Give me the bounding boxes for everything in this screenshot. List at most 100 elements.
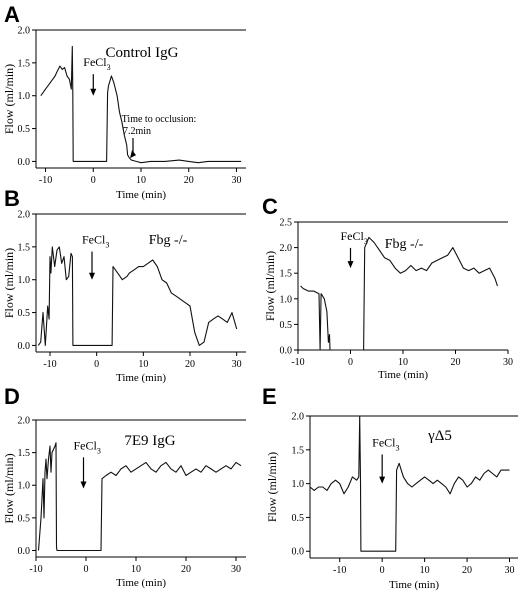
flow-trace: [37, 442, 242, 552]
x-tick-label: -10: [29, 564, 42, 575]
y-tick-label: 2.0: [18, 210, 31, 221]
fecl3-arrow-head: [347, 261, 354, 269]
x-tick-label: 10: [136, 175, 146, 186]
x-tick-label: 10: [398, 357, 408, 368]
x-tick-label: 20: [451, 357, 461, 368]
y-ticks: 0.0 0.5 1.0 1.5 2.0: [292, 412, 310, 558]
panel-title: Control IgG: [106, 45, 179, 61]
flow-trace: [40, 45, 242, 164]
y-axis-label: Flow (ml/min): [2, 64, 16, 134]
fecl3-label: FeCl3: [341, 229, 368, 246]
y-axis-label: Flow (ml/min): [263, 251, 277, 321]
fecl3-arrow-head: [89, 272, 95, 280]
x-axis-label: Time (min): [116, 189, 166, 201]
x-tick-label: 0: [380, 565, 385, 576]
x-tick-label: 30: [231, 175, 241, 186]
x-tick-label: -10: [39, 175, 52, 186]
series: [37, 246, 238, 346]
y-tick-label: 2.5: [280, 218, 293, 229]
annotations: FeCl3: [372, 435, 400, 484]
annotations: FeCl3: [341, 229, 368, 269]
x-tick-label: 0: [84, 564, 89, 575]
panel-a: A Control IgG Flow (ml/min) Time (min) 0…: [2, 2, 246, 201]
y-ticks: 0.0 0.5 1.0 1.5 2.0: [18, 26, 36, 168]
panel-letter: D: [4, 384, 20, 409]
panel-e: E γΔ5 Flow (ml/min) Time (min) 0.0 0.5 1.0…: [262, 384, 518, 591]
y-axis-label: Flow (ml/min): [2, 453, 16, 523]
x-tick-label: 10: [420, 565, 430, 576]
x-tick-label: 30: [503, 357, 513, 368]
y-tick-label: 2.0: [18, 416, 31, 427]
x-tick-label: -10: [291, 357, 304, 368]
y-tick-label: 0.0: [280, 346, 293, 357]
y-tick-label: 1.5: [18, 448, 31, 459]
x-tick-label: 30: [231, 564, 241, 575]
axes: [35, 419, 246, 558]
y-ticks: 0.0 0.5 1.0 1.5 2.0 2.5: [280, 218, 298, 357]
x-tick-label: 30: [232, 359, 242, 370]
x-tick-label: 20: [185, 359, 195, 370]
y-tick-label: 0.5: [292, 513, 305, 524]
y-tick-label: 0.0: [18, 341, 31, 352]
fecl3-arrow-head: [379, 476, 386, 484]
x-ticks: -10 0 10 20 30: [333, 558, 515, 576]
y-tick-label: 1.0: [18, 481, 31, 492]
series: [309, 415, 510, 552]
x-tick-label: 0: [348, 357, 353, 368]
occlusion-label: Time to occlusion:: [122, 114, 197, 125]
y-ticks: 0.0 0.5 1.0 1.5 2.0: [18, 210, 36, 352]
y-tick-label: 1.0: [18, 275, 31, 286]
x-axis-label: Time (min): [116, 577, 166, 589]
y-tick-label: 0.5: [18, 308, 31, 319]
panel-b: B Fbg -/- Flow (ml/min) Time (min) 0.00.…: [2, 186, 246, 384]
annotations: FeCl3: [74, 438, 101, 489]
x-axis-label: Time (min): [378, 369, 428, 381]
x-tick-label: 20: [181, 564, 191, 575]
y-tick-label: 1.5: [18, 242, 31, 253]
y-tick-label: 0.5: [280, 320, 293, 331]
series: [300, 236, 499, 351]
panel-title: γΔ5: [427, 428, 452, 444]
flow-trace: [37, 246, 238, 346]
panel-letter: A: [4, 2, 20, 27]
y-tick-label: 1.0: [292, 479, 305, 490]
y-axis-label: Flow (ml/min): [2, 248, 16, 318]
y-tick-label: 0.5: [18, 513, 31, 524]
fecl3-arrow-head: [90, 88, 97, 96]
y-tick-label: 0.0: [292, 547, 305, 558]
panel-letter: C: [262, 194, 278, 219]
fecl3-label: FeCl3: [82, 233, 109, 250]
y-tick-label: 0.5: [18, 124, 31, 135]
flow-trace: [309, 415, 510, 552]
panel-title: Fbg -/-: [385, 237, 424, 252]
panel-d: D 7E9 IgG Flow (ml/min) Time (min) 0.00.…: [2, 384, 246, 589]
series: [37, 442, 242, 552]
x-axis-label: Time (min): [116, 372, 166, 384]
y-tick-label: 2.0: [18, 26, 31, 37]
y-axis-label: Flow (ml/min): [265, 452, 279, 522]
occlusion-arrow-head: [130, 150, 137, 159]
y-tick-label: 2.0: [292, 412, 305, 423]
fecl3-label: FeCl3: [74, 438, 101, 455]
series: [40, 45, 242, 164]
panel-c: C Fbg -/- Flow (ml/min) Time (min) 0.0 0.…: [262, 194, 513, 381]
y-tick-label: 1.0: [18, 91, 31, 102]
y-tick-label: 1.5: [18, 58, 31, 69]
x-ticks: -10 0 10 20 30: [39, 168, 241, 186]
annotations: FeCl3: [82, 233, 109, 280]
y-tick-label: 1.0: [280, 294, 293, 305]
fecl3-label: FeCl3: [372, 435, 399, 452]
annotations: FeCl3 Time to occlusion:7.2min: [83, 55, 197, 159]
x-tick-label: -10: [333, 565, 346, 576]
x-tick-label: 0: [91, 175, 96, 186]
y-tick-label: 0.0: [18, 546, 31, 557]
y-ticks: 0.0 0.5 1.0 1.5 2.0: [18, 416, 36, 557]
panel-title: Fbg -/-: [149, 233, 188, 248]
flow-trace: [300, 236, 499, 351]
panel-letter: B: [4, 186, 20, 211]
x-ticks: -10 0 10 20 30: [29, 557, 241, 575]
panel-letter: E: [262, 384, 277, 409]
x-tick-label: 20: [462, 565, 472, 576]
y-tick-label: 1.5: [292, 445, 305, 456]
